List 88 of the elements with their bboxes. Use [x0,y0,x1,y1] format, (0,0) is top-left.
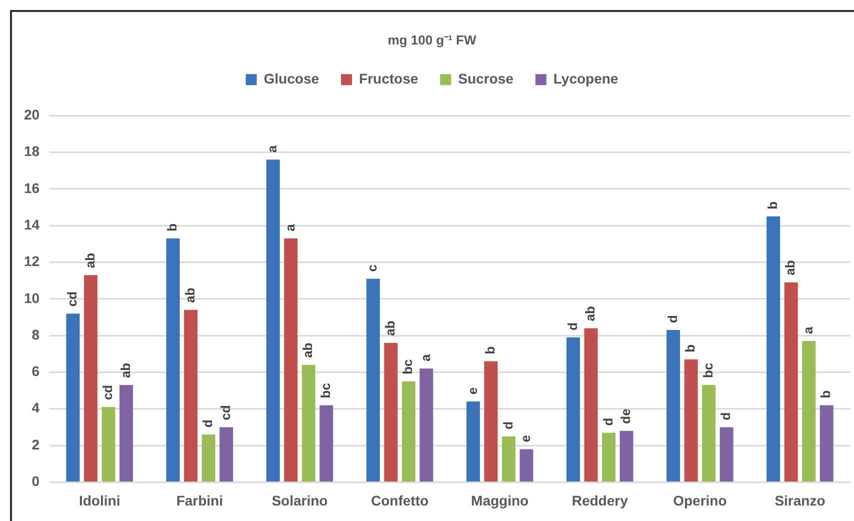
bar [102,407,116,482]
data-label: d [564,322,580,330]
x-tick-label: Maggino [471,492,529,508]
x-tick-label: Operino [673,492,727,508]
y-tick-label: 2 [32,436,40,452]
bar [784,282,798,482]
y-tick-label: 16 [24,180,40,196]
bar [402,381,416,482]
y-tick-label: 6 [32,363,40,380]
bar [702,385,716,482]
data-label: d [600,418,616,426]
bar [766,216,780,482]
bar [566,337,580,482]
data-label: bc [700,362,716,378]
data-label: cd [64,291,80,307]
data-label: de [618,408,634,424]
data-label: e [518,434,534,442]
x-tick-label: Farbini [176,492,223,508]
data-label: d [718,412,734,420]
y-tick-label: 18 [24,143,40,160]
y-tick-label: 0 [32,473,40,490]
y-tick-label: 8 [32,326,40,342]
bar [666,330,680,482]
data-label: d [500,421,516,430]
data-label: ab [118,362,133,378]
data-label: ab [300,342,316,358]
bar [320,405,334,482]
bar [302,364,316,482]
chart-title: mg 100 g⁻¹ FW [388,32,477,48]
bar [820,405,834,482]
data-label: cd [218,404,233,420]
data-label: d [200,420,216,428]
legend-label: Sucrose [458,70,514,86]
data-label: bc [400,359,416,374]
legend-label: Lycopene [553,70,618,86]
bar [66,314,80,482]
data-label: b [764,201,780,210]
bar [684,359,698,482]
bar [366,278,380,482]
bar [420,368,434,482]
data-label: e [464,387,480,395]
data-label: ab [382,320,398,336]
y-tick-label: 12 [24,253,40,270]
bar [220,427,234,482]
data-label: cd [100,384,116,400]
data-label: d [664,315,680,324]
bar [119,385,133,482]
bar [202,434,216,482]
legend-label: Glucose [264,70,320,86]
y-tick-label: 20 [24,106,40,122]
bar [720,427,734,482]
bar [802,341,816,482]
data-label: bc [318,383,333,398]
x-tick-label: Reddery [572,492,628,508]
data-label: b [164,223,180,232]
data-label: a [418,354,433,362]
data-label: a [800,326,816,334]
data-label: c [364,264,380,272]
bar [484,361,498,482]
bar [284,238,298,482]
y-tick-label: 4 [32,400,40,416]
bar [84,275,98,482]
bar [166,238,180,482]
bar [384,342,398,482]
bar [602,432,616,482]
data-label: b [482,346,498,354]
y-tick-label: 14 [24,216,40,232]
data-label: a [264,144,280,153]
x-tick-label: Idolini [78,492,120,508]
data-label: b [818,390,834,398]
data-label: ab [582,306,598,322]
bar [502,436,516,482]
legend-label: Fructose [359,70,418,86]
y-tick-label: 10 [24,290,40,306]
bar [620,430,634,482]
bar [466,402,480,482]
x-tick-label: Siranzo [774,492,826,508]
x-tick-label: Confetto [370,492,429,508]
bar [584,328,598,482]
x-tick-label: Solarino [272,492,328,508]
bar [184,310,198,482]
data-label: ab [182,288,198,303]
bar [266,160,280,482]
data-label: ab [782,260,798,276]
data-label: ab [82,252,98,268]
bar [520,449,534,482]
data-label: b [682,344,698,352]
data-label: a [282,223,298,232]
